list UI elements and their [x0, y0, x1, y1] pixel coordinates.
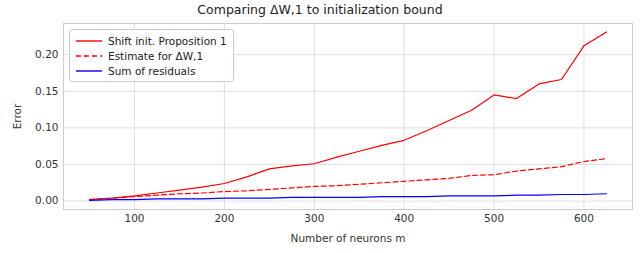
svg-text:0.00: 0.00: [35, 194, 58, 206]
svg-text:0.15: 0.15: [35, 85, 58, 97]
svg-text:0.10: 0.10: [35, 121, 58, 133]
html-text:Comparing ΔW,1 to initializati: Comparing ΔW,1 to initialization bound: [197, 2, 443, 17]
svg-text:400: 400: [394, 212, 414, 224]
svg-text:100: 100: [124, 212, 144, 224]
svg-text:0.20: 0.20: [35, 48, 58, 60]
svg-text:300: 300: [304, 212, 324, 224]
svg-text:0.05: 0.05: [35, 158, 58, 170]
html-text:Shift init. Proposition 1: Shift init. Proposition 1: [108, 34, 227, 47]
svg-text:200: 200: [214, 212, 234, 224]
html-text:Estimate for ΔW,1: Estimate for ΔW,1: [108, 49, 204, 62]
svg-text:600: 600: [574, 212, 594, 224]
svg-text:500: 500: [484, 212, 504, 224]
svg-text:Number of neurons m: Number of neurons m: [291, 232, 406, 244]
svg-text:Error: Error: [11, 103, 23, 129]
html-text:Sum of residuals: Sum of residuals: [108, 64, 196, 77]
